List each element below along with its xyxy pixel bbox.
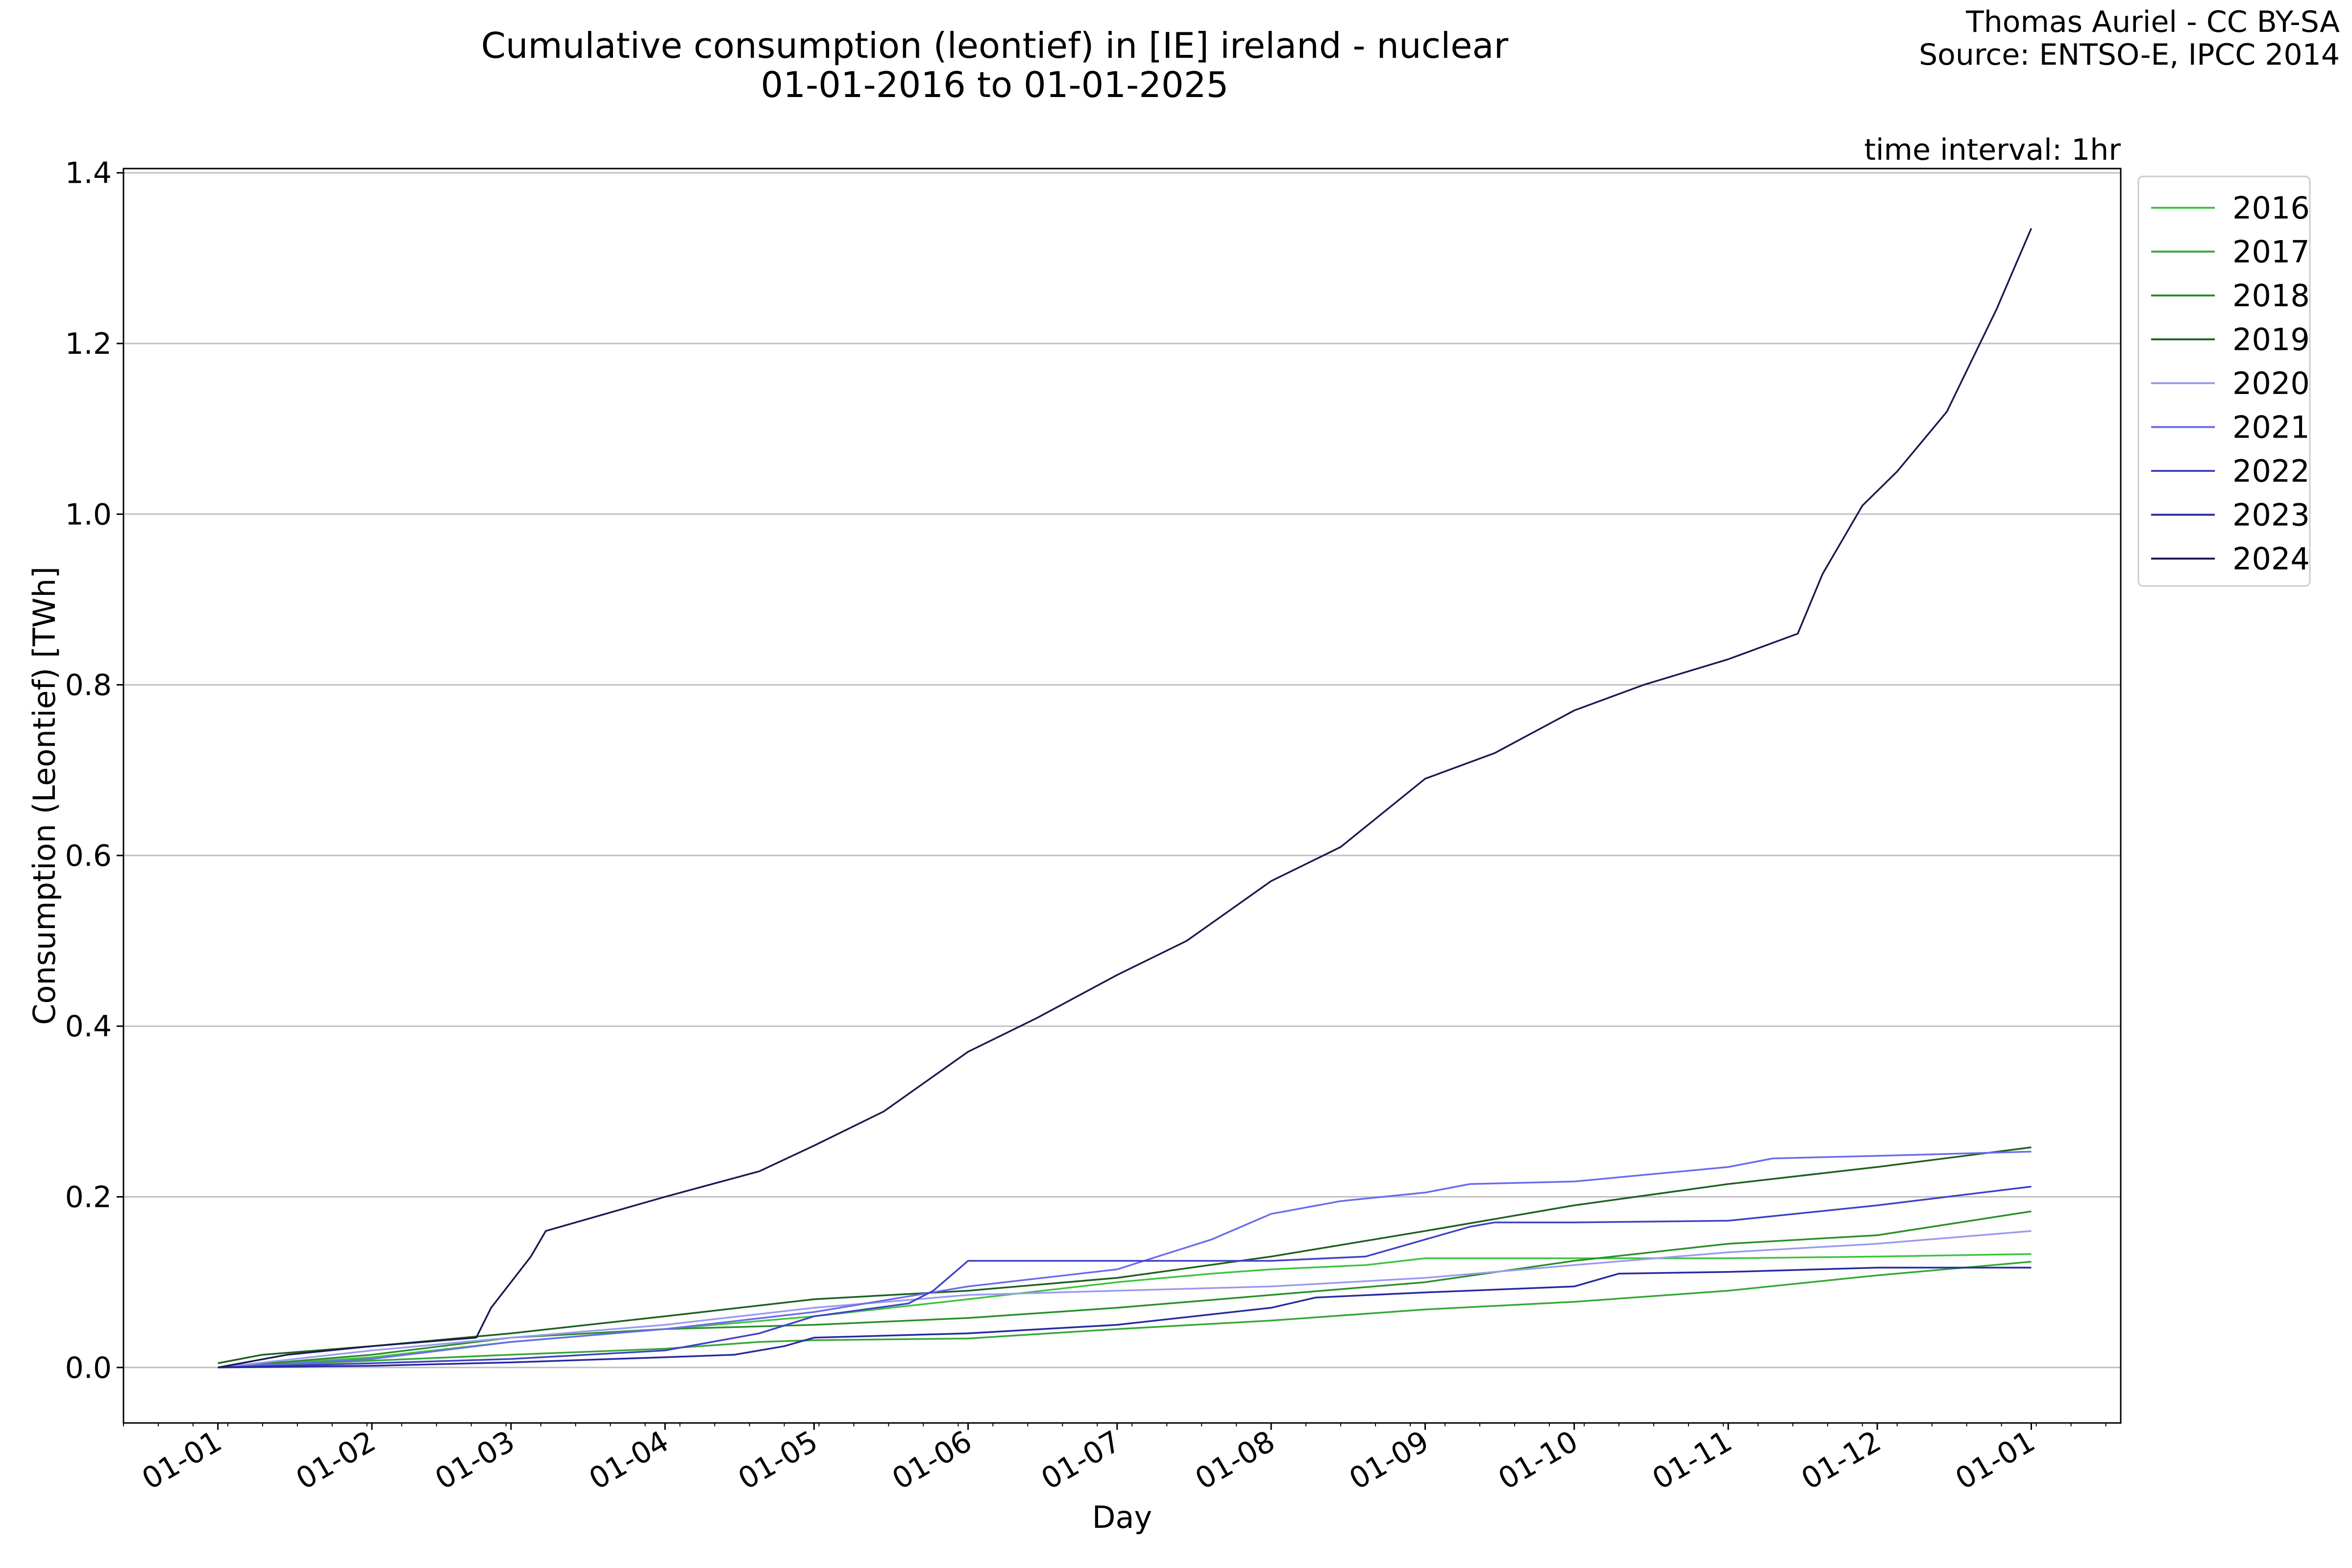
legend-label-2023: 2023 [2232, 497, 2310, 533]
legend-label-2024: 2024 [2232, 541, 2310, 577]
y-axis-label: Consumption (Leontief) [TWh] [26, 566, 62, 1025]
grid [123, 172, 2121, 1369]
series-line-2021 [218, 1151, 2032, 1369]
legend-label-2021: 2021 [2232, 410, 2310, 445]
y-tick-label: 0.0 [65, 1351, 112, 1385]
legend-box [2137, 175, 2311, 587]
legend-label-2016: 2016 [2232, 190, 2310, 226]
series-line-2022 [218, 1185, 2032, 1369]
y-axis: 0.0 0.2 0.4 0.6 0.8 1.0 1.2 1.4 [65, 156, 123, 1385]
x-tick-label: 01-03 [429, 1424, 520, 1496]
y-tick-label: 0.8 [65, 668, 112, 703]
y-tick-label: 0.2 [65, 1180, 112, 1215]
x-tick-label: 01-01 [136, 1424, 227, 1496]
series-line-2023 [218, 1267, 2032, 1369]
plot-frame [122, 168, 2122, 1424]
legend: 2016 2017 2018 2019 2020 2021 2022 2023 2024 [2137, 175, 2311, 587]
chart-subtitle: 01-01-2016 to 01-01-2025 [761, 64, 1229, 105]
x-tick-label: 01-07 [1035, 1424, 1127, 1496]
x-axis: 01-01 01-02 01-03 01-04 01-05 01-06 01-07 01-08… [123, 1423, 2107, 1496]
y-tick-label: 0.4 [65, 1009, 112, 1044]
x-tick-label: 01-11 [1646, 1424, 1738, 1496]
series-line-2019 [218, 1146, 2032, 1364]
legend-label-2018: 2018 [2232, 278, 2310, 314]
series-line-2020 [218, 1230, 2032, 1369]
legend-label-2019: 2019 [2232, 322, 2310, 358]
credit-author: Thomas Auriel - CC BY-SA [1965, 5, 2340, 39]
x-tick-label: 01-05 [733, 1424, 824, 1496]
y-tick-label: 1.0 [65, 497, 112, 532]
x-tick-label: 01-12 [1796, 1424, 1887, 1496]
x-axis-label: Day [1092, 1499, 1152, 1535]
credit-source: Source: ENTSO-E, IPCC 2014 [1919, 38, 2340, 72]
x-tick-label: 01-06 [886, 1424, 978, 1496]
series-line-2017 [218, 1261, 2032, 1369]
y-tick-label: 1.4 [65, 156, 112, 191]
legend-label-2022: 2022 [2232, 453, 2310, 489]
chart-title: Cumulative consumption (leontief) in [IE… [481, 25, 1509, 66]
legend-label-2017: 2017 [2232, 234, 2310, 270]
x-tick-label: 01-08 [1190, 1424, 1281, 1496]
legend-label-2020: 2020 [2232, 366, 2310, 401]
y-tick-label: 0.6 [65, 839, 112, 873]
x-tick-label: 01-02 [290, 1424, 381, 1496]
x-tick-label: 01-10 [1493, 1424, 1584, 1496]
x-tick-label: 01-04 [584, 1424, 675, 1496]
series-line-2024 [218, 228, 2033, 1369]
series-lines [218, 228, 2033, 1369]
y-tick-label: 1.2 [65, 327, 112, 361]
x-tick-label: 01-01 [1950, 1424, 2041, 1496]
x-tick-label: 01-09 [1344, 1424, 1435, 1496]
time-interval-note: time interval: 1hr [1864, 133, 2121, 167]
